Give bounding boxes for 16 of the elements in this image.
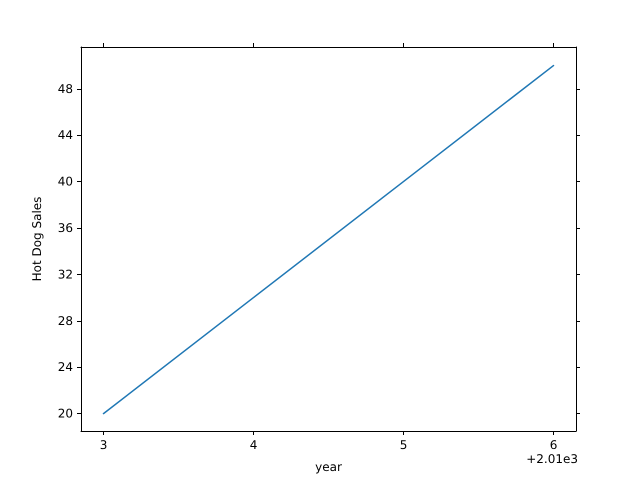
y-tick-label: 28 — [58, 314, 73, 328]
x-tick-label: 4 — [250, 438, 258, 452]
x-tick-label: 5 — [400, 438, 408, 452]
x-axis-title: year — [315, 460, 342, 474]
y-tick-label: 20 — [58, 406, 73, 421]
y-tick-label: 44 — [58, 128, 73, 142]
x-tick-label: 3 — [100, 438, 108, 452]
y-tick-label: 36 — [58, 220, 73, 235]
y-tick-label: 32 — [58, 267, 73, 282]
line-series — [102, 64, 554, 414]
text: +2.01e3 — [526, 452, 578, 466]
y-axis-title: Hot Dog Sales — [30, 196, 44, 282]
y-tick-label: 48 — [58, 82, 73, 96]
x-tick-label: 6 — [550, 438, 558, 452]
y-tick-label: 40 — [58, 174, 73, 189]
y-tick-label: 24 — [58, 360, 73, 374]
